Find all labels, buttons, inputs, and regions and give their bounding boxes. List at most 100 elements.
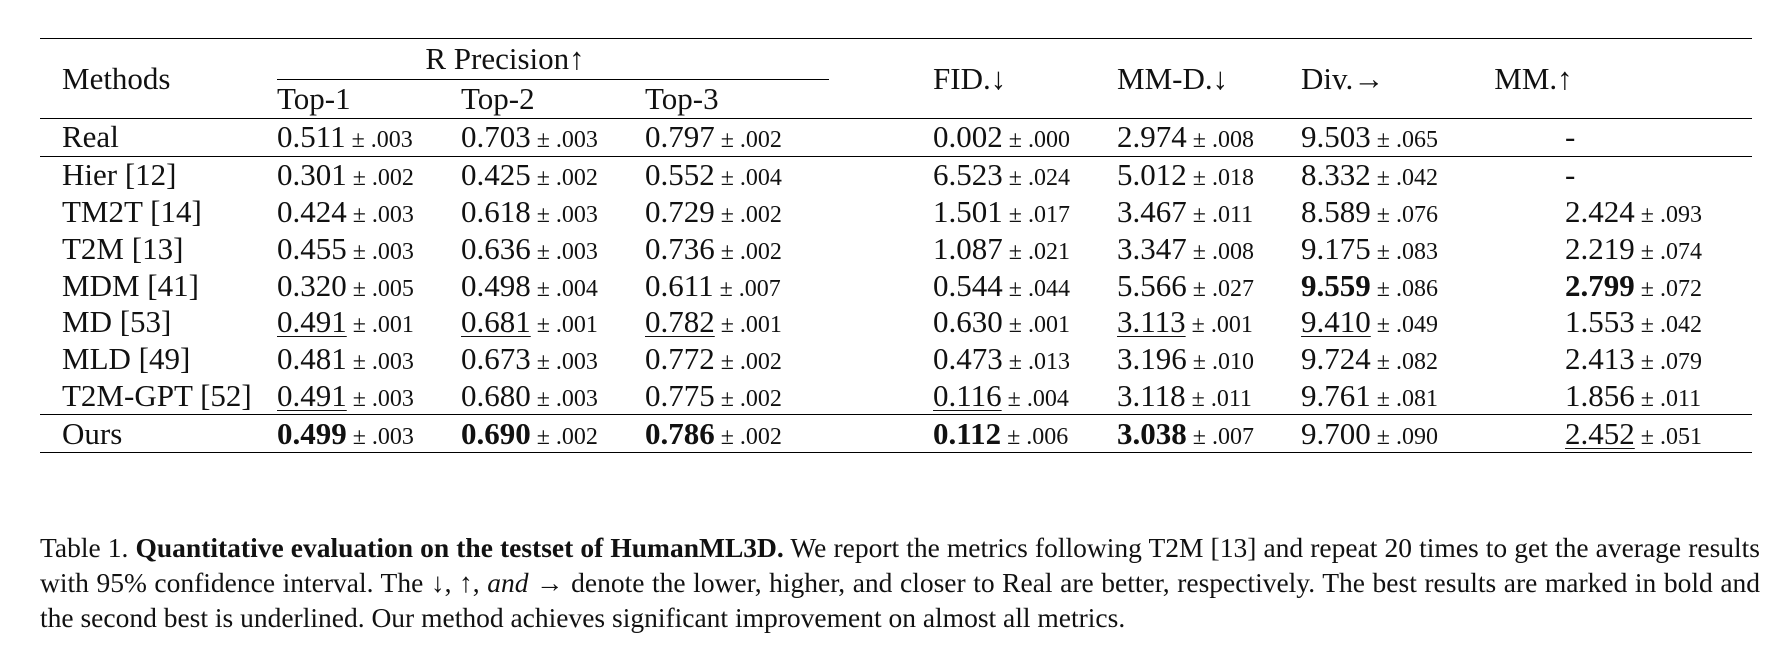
method-name: MD [53]	[62, 304, 172, 340]
error-value: .010	[1211, 349, 1254, 376]
error-value: .042	[1659, 312, 1702, 339]
method-name: Real	[62, 119, 119, 155]
cell-value: 9.503	[1301, 119, 1371, 155]
plus-minus-symbol: ±	[1192, 238, 1206, 265]
table-row: Ours 0.499 ± .003 0.690 ± .002 0.786 ± .002 0.1…	[40, 414, 1753, 454]
cell-error: ± .003	[353, 239, 414, 265]
plus-minus-symbol: ±	[536, 201, 550, 228]
cell-top2: 0.673 ± .003	[461, 341, 598, 377]
plus-minus-symbol: ±	[1008, 127, 1022, 154]
cell-value: 0.424	[277, 193, 347, 229]
error-value: .044	[1027, 275, 1070, 302]
plus-minus-symbol: ±	[1376, 385, 1390, 412]
plus-minus-symbol: ±	[1640, 275, 1654, 302]
cell-error: ± .082	[1377, 349, 1438, 375]
error-value: .003	[371, 349, 414, 376]
error-value: .003	[371, 238, 414, 265]
cell-error: ± .042	[1377, 165, 1438, 191]
error-value: .008	[1211, 127, 1254, 154]
results-table-container: Methods R Precision↑ FID.↓ MM-D.↓ Div.→ M…	[40, 38, 1753, 454]
cell-value: 1.856	[1565, 377, 1635, 413]
cell-top3: 0.775 ± .002	[645, 378, 782, 414]
cell-error: ± .002	[537, 424, 598, 450]
error-value: .006	[1026, 423, 1069, 450]
cell-top1: 0.491 ± .001	[277, 304, 414, 340]
cell-top3: 0.736 ± .002	[645, 231, 782, 267]
table-row: Real 0.511 ± .003 0.703 ± .003 0.797 ± .002 0.0…	[40, 119, 1752, 157]
cell-error: ± .003	[537, 202, 598, 228]
cell-value: 9.724	[1301, 341, 1371, 377]
cell-top3: 0.786 ± .002	[645, 416, 782, 452]
cell-value: 8.332	[1301, 157, 1371, 193]
plus-minus-symbol: ±	[536, 127, 550, 154]
cell-error: ± .086	[1377, 276, 1438, 302]
cell-value: 1.501	[933, 193, 1003, 229]
plus-minus-symbol: ±	[1191, 385, 1205, 412]
table-caption: Table 1. Quantitative evaluation on the …	[40, 530, 1760, 635]
cell-value: 0.703	[461, 119, 531, 155]
plus-minus-symbol: ±	[720, 312, 734, 339]
cell-top3: 0.782 ± .001	[645, 304, 782, 340]
cell-error: ± .001	[353, 312, 414, 338]
cell-error: ± .000	[1009, 127, 1070, 153]
cell-error: ± .083	[1377, 239, 1438, 265]
cell-value: 3.118	[1117, 377, 1186, 413]
error-value: .008	[1211, 238, 1254, 265]
plus-minus-symbol: ±	[1640, 201, 1654, 228]
cell-value: 0.611	[645, 267, 714, 303]
error-value: .086	[1395, 275, 1438, 302]
cell-error: ± .081	[1377, 386, 1438, 412]
cell-value: 5.566	[1117, 267, 1187, 303]
cell-error: ± .011	[1641, 386, 1701, 412]
error-value: .002	[371, 165, 414, 192]
cell-error: ± .003	[353, 349, 414, 375]
method-name: T2M-GPT [52]	[62, 377, 252, 413]
cell-error: ± .003	[352, 127, 413, 153]
plus-minus-symbol: ±	[1008, 238, 1022, 265]
cell-mm: 1.553 ± .042	[1565, 304, 1702, 340]
cell-top2: 0.690 ± .002	[461, 416, 598, 452]
cell-error: ± .004	[537, 276, 598, 302]
cell-error: ± .002	[537, 165, 598, 191]
cell-error: ± .002	[353, 165, 414, 191]
cell-fid: 0.116 ± .004	[933, 378, 1069, 414]
plus-minus-symbol: ±	[351, 127, 365, 154]
cell-mmd: 3.196 ± .010	[1117, 341, 1254, 377]
error-value: .002	[739, 423, 782, 450]
plus-minus-symbol: ±	[352, 385, 366, 412]
caption-text-1: We report the metrics following T2M [13]…	[40, 532, 1761, 598]
cell-value: 0.544	[933, 267, 1003, 303]
cell-value: 9.175	[1301, 230, 1371, 266]
cell-error: ± .076	[1377, 202, 1438, 228]
cell-error: ± .007	[1193, 424, 1254, 450]
cell-div: 9.761 ± .081	[1301, 378, 1485, 414]
header-top3: Top-3	[645, 79, 830, 119]
error-value: .002	[739, 127, 782, 154]
cell-top3: 0.552 ± .004	[645, 157, 782, 193]
cell-mm: -	[1565, 119, 1575, 155]
plus-minus-symbol: ±	[1376, 423, 1390, 450]
cell-error: ± .079	[1641, 349, 1702, 375]
plus-minus-symbol: ±	[1008, 201, 1022, 228]
cell-value: 0.002	[933, 119, 1003, 155]
plus-minus-symbol: ±	[1007, 385, 1021, 412]
cell-mm: 2.424 ± .093	[1565, 194, 1702, 230]
cell-error: ± .007	[720, 276, 781, 302]
cell-value: 0.481	[277, 341, 347, 377]
cell-error: ± .021	[1009, 239, 1070, 265]
cell-error: ± .011	[1193, 202, 1253, 228]
error-value: .074	[1659, 238, 1702, 265]
cell-mmd: 2.974 ± .008	[1117, 119, 1254, 155]
table-header: Methods R Precision↑ FID.↓ MM-D.↓ Div.→ M…	[40, 38, 1753, 119]
cell-fid: 1.501 ± .017	[933, 194, 1070, 230]
cell-error: ± .001	[721, 312, 782, 338]
error-value: .002	[739, 201, 782, 228]
plus-minus-symbol: ±	[352, 275, 366, 302]
error-value: .003	[371, 201, 414, 228]
cell-error: ± .001	[1192, 312, 1253, 338]
header-div: Div.→	[1301, 60, 1385, 96]
cell-error: ± .024	[1009, 165, 1070, 191]
error-value: .007	[738, 275, 781, 302]
cell-error: ± .001	[1009, 312, 1070, 338]
error-value: .003	[555, 385, 598, 412]
